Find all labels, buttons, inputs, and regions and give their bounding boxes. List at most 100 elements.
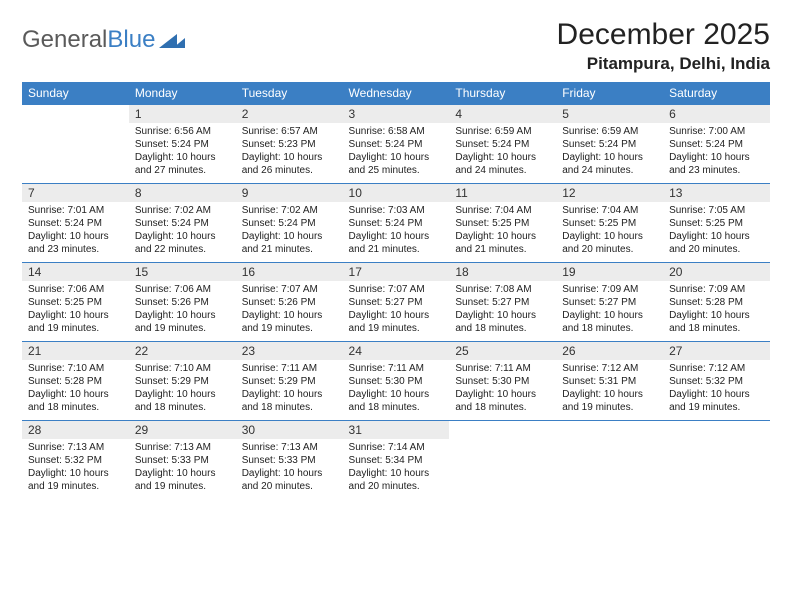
day-info-cell: Sunrise: 7:01 AMSunset: 5:24 PMDaylight:… [22, 202, 129, 263]
daylight-text: Daylight: 10 hours and 21 minutes. [242, 230, 337, 256]
daynum-row: 123456 [22, 105, 770, 124]
sunrise-text: Sunrise: 7:13 AM [28, 441, 123, 454]
day-number-cell: 17 [343, 263, 450, 282]
daylight-text: Daylight: 10 hours and 19 minutes. [669, 388, 764, 414]
sunset-text: Sunset: 5:33 PM [135, 454, 230, 467]
sunset-text: Sunset: 5:34 PM [349, 454, 444, 467]
daylight-text: Daylight: 10 hours and 19 minutes. [562, 388, 657, 414]
info-row: Sunrise: 7:10 AMSunset: 5:28 PMDaylight:… [22, 360, 770, 421]
day-number-cell: 12 [556, 184, 663, 203]
sunset-text: Sunset: 5:24 PM [349, 217, 444, 230]
sunset-text: Sunset: 5:30 PM [455, 375, 550, 388]
sunrise-text: Sunrise: 7:03 AM [349, 204, 444, 217]
sunrise-text: Sunrise: 7:04 AM [562, 204, 657, 217]
info-row: Sunrise: 6:56 AMSunset: 5:24 PMDaylight:… [22, 123, 770, 184]
day-number-cell: 19 [556, 263, 663, 282]
sunrise-text: Sunrise: 7:02 AM [242, 204, 337, 217]
day-info-cell: Sunrise: 6:57 AMSunset: 5:23 PMDaylight:… [236, 123, 343, 184]
sunset-text: Sunset: 5:31 PM [562, 375, 657, 388]
day-number-cell: 6 [663, 105, 770, 124]
day-info-cell: Sunrise: 7:03 AMSunset: 5:24 PMDaylight:… [343, 202, 450, 263]
sunset-text: Sunset: 5:24 PM [135, 217, 230, 230]
day-number-cell: 1 [129, 105, 236, 124]
daynum-row: 28293031 [22, 421, 770, 440]
sunrise-text: Sunrise: 7:02 AM [135, 204, 230, 217]
sunrise-text: Sunrise: 7:12 AM [669, 362, 764, 375]
day-info-cell: Sunrise: 7:13 AMSunset: 5:33 PMDaylight:… [236, 439, 343, 499]
sunset-text: Sunset: 5:32 PM [669, 375, 764, 388]
daylight-text: Daylight: 10 hours and 26 minutes. [242, 151, 337, 177]
day-info-cell: Sunrise: 7:06 AMSunset: 5:25 PMDaylight:… [22, 281, 129, 342]
day-number-cell: 15 [129, 263, 236, 282]
day-number-cell: 24 [343, 342, 450, 361]
day-number-cell: 20 [663, 263, 770, 282]
day-info-cell: Sunrise: 7:05 AMSunset: 5:25 PMDaylight:… [663, 202, 770, 263]
brand-mark-icon [159, 30, 185, 50]
brand-logo: GeneralBlue [22, 26, 185, 54]
day-number-cell: 9 [236, 184, 343, 203]
sunset-text: Sunset: 5:24 PM [349, 138, 444, 151]
sunset-text: Sunset: 5:24 PM [28, 217, 123, 230]
sunrise-text: Sunrise: 6:59 AM [562, 125, 657, 138]
day-number-cell: 10 [343, 184, 450, 203]
day-info-cell: Sunrise: 7:00 AMSunset: 5:24 PMDaylight:… [663, 123, 770, 184]
sunrise-text: Sunrise: 7:13 AM [242, 441, 337, 454]
day-info-cell: Sunrise: 7:02 AMSunset: 5:24 PMDaylight:… [236, 202, 343, 263]
daylight-text: Daylight: 10 hours and 19 minutes. [242, 309, 337, 335]
day-info-cell: Sunrise: 7:11 AMSunset: 5:29 PMDaylight:… [236, 360, 343, 421]
sunrise-text: Sunrise: 7:00 AM [669, 125, 764, 138]
daylight-text: Daylight: 10 hours and 18 minutes. [349, 388, 444, 414]
day-info-cell: Sunrise: 7:11 AMSunset: 5:30 PMDaylight:… [343, 360, 450, 421]
brand-name-2: Blue [107, 26, 155, 54]
day-info-cell: Sunrise: 7:10 AMSunset: 5:29 PMDaylight:… [129, 360, 236, 421]
daylight-text: Daylight: 10 hours and 19 minutes. [28, 467, 123, 493]
day-number-cell: 26 [556, 342, 663, 361]
day-info-cell [449, 439, 556, 499]
day-number-cell: 11 [449, 184, 556, 203]
sunset-text: Sunset: 5:25 PM [28, 296, 123, 309]
day-info-cell: Sunrise: 7:12 AMSunset: 5:31 PMDaylight:… [556, 360, 663, 421]
sunrise-text: Sunrise: 7:06 AM [135, 283, 230, 296]
daylight-text: Daylight: 10 hours and 19 minutes. [135, 467, 230, 493]
daylight-text: Daylight: 10 hours and 23 minutes. [669, 151, 764, 177]
day-info-cell [663, 439, 770, 499]
day-number-cell: 29 [129, 421, 236, 440]
sunrise-text: Sunrise: 7:11 AM [242, 362, 337, 375]
day-number-cell: 14 [22, 263, 129, 282]
day-number-cell: 7 [22, 184, 129, 203]
sunset-text: Sunset: 5:29 PM [135, 375, 230, 388]
day-number-cell [556, 421, 663, 440]
weekday-row: SundayMondayTuesdayWednesdayThursdayFrid… [22, 82, 770, 105]
sunrise-text: Sunrise: 6:58 AM [349, 125, 444, 138]
info-row: Sunrise: 7:01 AMSunset: 5:24 PMDaylight:… [22, 202, 770, 263]
day-info-cell: Sunrise: 6:59 AMSunset: 5:24 PMDaylight:… [449, 123, 556, 184]
sunrise-text: Sunrise: 6:59 AM [455, 125, 550, 138]
sunset-text: Sunset: 5:24 PM [242, 217, 337, 230]
day-info-cell: Sunrise: 7:13 AMSunset: 5:32 PMDaylight:… [22, 439, 129, 499]
day-number-cell [22, 105, 129, 124]
sunset-text: Sunset: 5:29 PM [242, 375, 337, 388]
weekday-header: Saturday [663, 82, 770, 105]
sunrise-text: Sunrise: 7:13 AM [135, 441, 230, 454]
info-row: Sunrise: 7:13 AMSunset: 5:32 PMDaylight:… [22, 439, 770, 499]
daylight-text: Daylight: 10 hours and 25 minutes. [349, 151, 444, 177]
header: GeneralBlue December 2025 Pitampura, Del… [22, 18, 770, 74]
sunrise-text: Sunrise: 7:01 AM [28, 204, 123, 217]
day-number-cell [449, 421, 556, 440]
daylight-text: Daylight: 10 hours and 18 minutes. [455, 309, 550, 335]
calendar-table: SundayMondayTuesdayWednesdayThursdayFrid… [22, 82, 770, 499]
day-number-cell: 25 [449, 342, 556, 361]
day-number-cell: 23 [236, 342, 343, 361]
weekday-header: Wednesday [343, 82, 450, 105]
sunrise-text: Sunrise: 7:06 AM [28, 283, 123, 296]
day-number-cell: 28 [22, 421, 129, 440]
sunset-text: Sunset: 5:24 PM [669, 138, 764, 151]
day-number-cell: 18 [449, 263, 556, 282]
day-info-cell: Sunrise: 7:09 AMSunset: 5:27 PMDaylight:… [556, 281, 663, 342]
sunset-text: Sunset: 5:25 PM [455, 217, 550, 230]
daylight-text: Daylight: 10 hours and 18 minutes. [562, 309, 657, 335]
sunset-text: Sunset: 5:24 PM [455, 138, 550, 151]
sunset-text: Sunset: 5:27 PM [455, 296, 550, 309]
day-info-cell: Sunrise: 7:11 AMSunset: 5:30 PMDaylight:… [449, 360, 556, 421]
day-info-cell [22, 123, 129, 184]
